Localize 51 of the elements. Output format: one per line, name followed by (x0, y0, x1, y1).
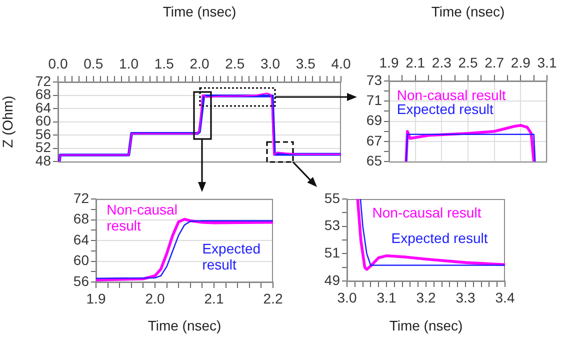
x-tick-label: 3.4 (495, 289, 515, 306)
series-label: Expected result (396, 100, 494, 117)
x-tick-label: 3.0 (260, 55, 280, 72)
y-tick-label: 56 (73, 272, 90, 289)
x-tick-label: 1.0 (119, 55, 139, 72)
x-tick-label: 0.5 (84, 55, 104, 72)
x-tick-label: 2.5 (458, 54, 478, 70)
x-tick-label: 4.0 (331, 55, 351, 72)
x-tick-label: 2.1 (406, 54, 426, 70)
x-tick-label: 2.0 (145, 290, 165, 306)
x-tick-label: 1.5 (154, 55, 174, 72)
y-tick-label: 53 (324, 217, 340, 234)
x-axis-title: Time (nsec) (162, 3, 236, 20)
x-tick-label: 2.5 (225, 55, 245, 72)
y-tick-label: 49 (324, 272, 340, 288)
x-tick-label: 2.7 (484, 54, 504, 70)
y-tick-label: 60 (73, 252, 90, 268)
x-tick-label: 2.9 (510, 54, 531, 70)
y-tick-label: 51 (324, 244, 340, 261)
x-tick-label: 2.3 (432, 54, 452, 70)
y-tick-label: 65 (366, 152, 382, 168)
x-tick-label: 3.0 (337, 289, 357, 306)
x-tick-label: 1.9 (379, 54, 399, 70)
x-tick-label: 3.5 (296, 55, 316, 72)
series-label: Non-causal result (396, 87, 506, 104)
x-tick-label: 3.2 (416, 289, 436, 306)
x-axis-title: Time (nsec) (148, 317, 222, 334)
y-tick-label: 55 (324, 190, 340, 206)
y-axis-title: Z (Ohm) (0, 96, 16, 148)
series-label: Non-causal result (106, 201, 178, 234)
y-tick-label: 72 (73, 190, 90, 206)
x-tick-label: 2.2 (263, 290, 283, 306)
x-axis-title: Time (nsec) (389, 317, 463, 334)
y-tick-label: 71 (366, 92, 382, 108)
x-tick-label: 2.0 (190, 55, 210, 72)
series-label: Expected result (391, 230, 488, 246)
y-tick-label: 68 (73, 210, 90, 227)
x-tick-label: 0.0 (48, 55, 68, 72)
y-tick-label: 73 (366, 72, 382, 88)
x-tick-label: 3.3 (456, 289, 476, 306)
series-label: Expected result (202, 240, 261, 272)
x-axis-title: Time (nsec) (431, 3, 505, 20)
y-tick-label: 64 (73, 231, 90, 248)
x-tick-label: 3.1 (376, 289, 396, 306)
y-tick-label: 72 (35, 72, 52, 89)
x-tick-label: 3.1 (537, 54, 557, 70)
x-tick-label: 1.9 (86, 290, 106, 306)
y-tick-label: 67 (366, 132, 382, 148)
series-label: Non-causal result (372, 204, 482, 221)
x-tick-label: 2.1 (204, 290, 224, 306)
y-tick-label: 69 (366, 112, 382, 128)
